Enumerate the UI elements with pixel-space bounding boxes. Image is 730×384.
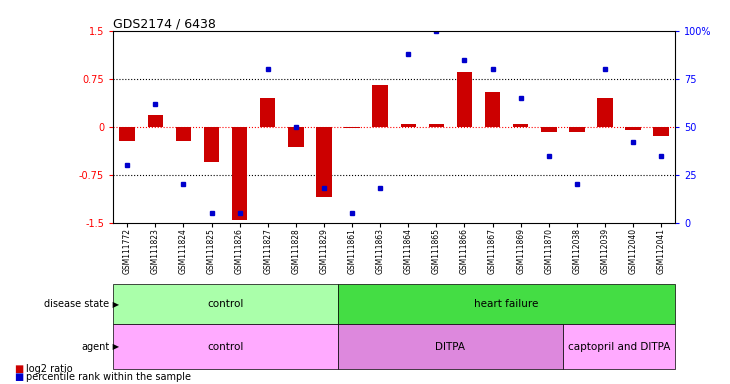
Text: ▶: ▶ [110, 300, 118, 309]
Bar [626, 127, 641, 130]
Bar [401, 124, 416, 127]
Text: ▶: ▶ [110, 342, 118, 351]
Bar [113, 284, 338, 324]
Text: GDS2174 / 6438: GDS2174 / 6438 [113, 18, 216, 31]
Text: heart failure: heart failure [474, 299, 539, 310]
Text: captopril and DITPA: captopril and DITPA [568, 341, 670, 352]
Bar [569, 127, 585, 132]
Bar [563, 324, 675, 369]
Text: ■: ■ [15, 372, 24, 382]
Bar [176, 127, 191, 141]
Text: disease state: disease state [45, 299, 110, 310]
Text: log2 ratio: log2 ratio [26, 364, 72, 374]
Bar [120, 127, 135, 141]
Text: percentile rank within the sample: percentile rank within the sample [26, 372, 191, 382]
Bar [372, 85, 388, 127]
Bar [288, 127, 304, 147]
Text: agent: agent [81, 341, 110, 352]
Bar [597, 98, 612, 127]
Bar [653, 127, 669, 136]
Bar [541, 127, 556, 132]
Bar [260, 98, 275, 127]
Bar [204, 127, 219, 162]
Bar [485, 91, 500, 127]
Bar [345, 127, 360, 128]
Bar [338, 324, 563, 369]
Bar [338, 284, 675, 324]
Text: control: control [207, 299, 244, 310]
Bar [147, 115, 163, 127]
Text: DITPA: DITPA [435, 341, 466, 352]
Bar [513, 124, 529, 127]
Text: ■: ■ [15, 364, 24, 374]
Bar [113, 324, 338, 369]
Bar [232, 127, 247, 220]
Bar [316, 127, 331, 197]
Bar [457, 72, 472, 127]
Text: control: control [207, 341, 244, 352]
Bar [429, 124, 444, 127]
